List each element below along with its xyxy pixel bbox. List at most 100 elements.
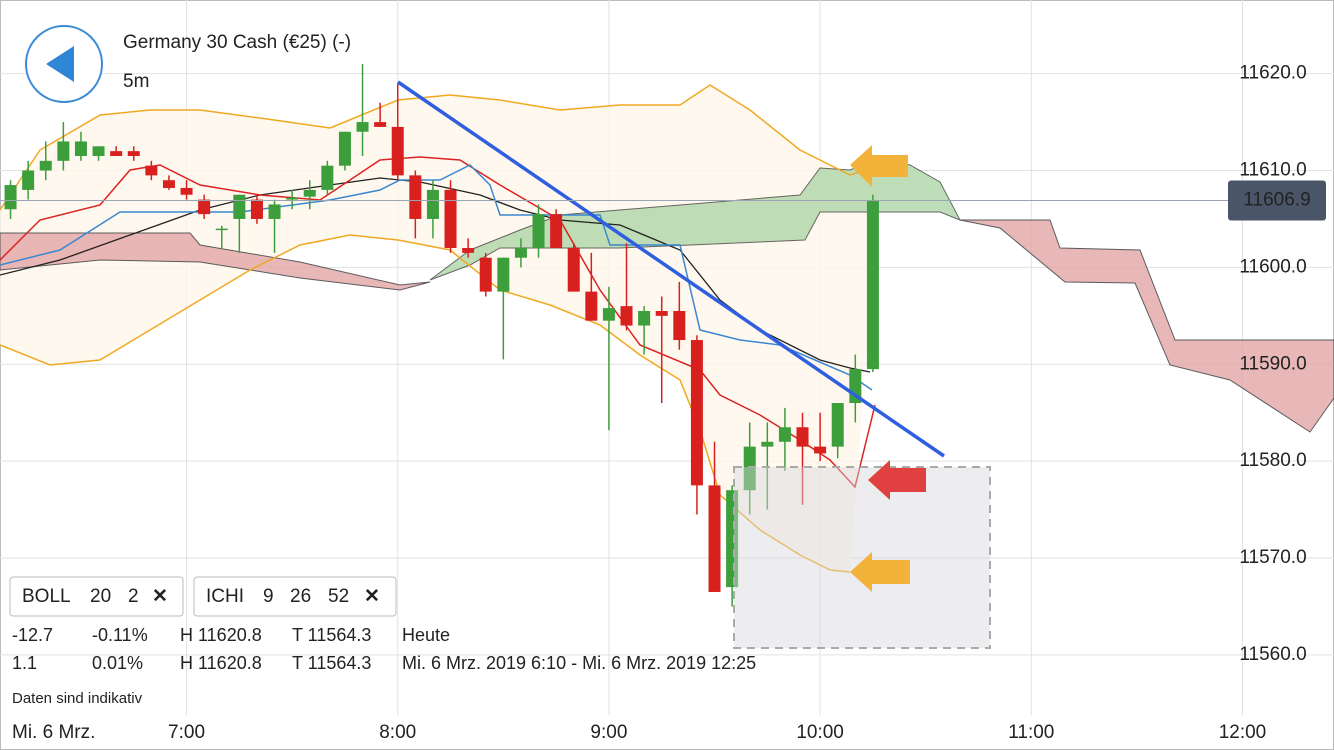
stat-pct: 0.01% [92,653,143,673]
chip-name: BOLL [22,586,71,607]
indicator-chip[interactable] [193,576,397,617]
back-icon [46,46,74,82]
candle-body [57,141,70,161]
candle-body [338,131,351,166]
candle-body [22,170,35,190]
stat-high: H 11620.8 [180,625,262,645]
candle-body [514,248,527,258]
x-tick-label: 7:00 [168,722,205,743]
timeframe: 5m [123,71,149,92]
candle-body [638,310,651,326]
chip-param: 9 [263,586,274,607]
date-label: Mi. 6 Mrz. [12,722,95,743]
candle-body [602,308,615,321]
candle-body [479,257,492,292]
candle-body [620,306,633,326]
candle-body [391,126,404,176]
x-tick-label: 8:00 [379,722,416,743]
candle-body [690,340,703,486]
chip-name: ICHI [206,586,244,607]
candle-body [4,185,17,210]
x-tick-label: 12:00 [1219,722,1267,743]
last-price-box [1228,180,1326,221]
stat-high: H 11620.8 [180,653,262,673]
price-axis: 11560.0 11570.0 11580.0 11590.0 11600.0 11610… [0,63,1326,743]
cloud-red-right [959,219,1334,433]
candle-body [250,199,263,219]
candle-body [356,122,369,132]
candle-body [497,257,510,292]
candle-body [268,204,281,219]
chip-close[interactable]: ✕ [364,586,380,607]
candle-body [374,122,387,127]
candle-body [831,403,844,447]
candle-body [743,446,756,491]
arrow [850,552,910,592]
chip-param: 20 [90,586,111,607]
candle-body [215,228,228,231]
footer-note: Daten sind indikativ [12,690,143,707]
candle-body [655,310,668,316]
candles [4,63,879,607]
candle-body [127,151,140,156]
stat-pct: -0.11% [92,625,148,645]
y-tick-label: 11610.0 [1239,160,1306,181]
chip-param: 26 [290,586,311,607]
candle-body [532,214,545,249]
date-bg [1,716,117,749]
x-tick-label: 9:00 [590,722,627,743]
indicator-chip[interactable] [9,576,184,617]
arrow [850,145,908,187]
candle-body [286,197,299,200]
candle-body [426,189,439,219]
last-price-label: 11606.9 [1243,190,1310,211]
zone-box [733,466,991,649]
candle-body [409,175,422,219]
candle-body [444,189,457,249]
candle-body [303,189,316,197]
stat-period: Heute [402,625,450,645]
stat-change: 1.1 [12,653,37,673]
chip-param: 2 [128,586,139,607]
candle-body [198,199,211,215]
candle-body [462,248,475,253]
candle-body [74,141,87,156]
candle-body [814,446,827,454]
instrument-title: Germany 30 Cash (€25) (-) [123,32,351,53]
candle-body [39,160,52,171]
candle-body [233,194,246,219]
candle-body [321,165,334,190]
y-tick-label: 11580.0 [1239,450,1306,471]
candle-body [761,441,774,447]
candle-body [708,485,721,592]
stat-period: Mi. 6 Mrz. 2019 6:10 - Mi. 6 Mrz. 2019 1… [402,653,756,673]
candle-body [673,310,686,341]
candle-body [796,427,809,447]
candle-body [778,427,791,442]
stat-low: T 11564.3 [292,625,371,645]
y-tick-label: 11620.0 [1239,63,1306,84]
x-tick-label: 11:00 [1008,722,1054,743]
candle-body [162,180,175,188]
y-tick-label: 11590.0 [1239,353,1306,374]
candle-body [567,248,580,292]
candle-body [145,165,158,176]
chip-param: 52 [328,586,349,607]
y-tick-label: 11600.0 [1239,256,1306,277]
cloud-red-left [0,232,431,291]
bollinger-upper [0,84,881,211]
candle-body [550,214,563,249]
y-tick-label: 11570.0 [1239,547,1306,568]
candle-body [110,151,123,156]
stat-low: T 11564.3 [292,653,371,673]
y-tick-label: 11560.0 [1239,644,1306,665]
trendline [397,80,945,458]
arrow [868,460,926,500]
candle-body [585,291,598,321]
x-tick-label: 10:00 [796,722,844,743]
candle-body [92,146,105,156]
stat-change: -12.7 [12,625,53,645]
candle-body [866,200,879,370]
chip-close[interactable]: ✕ [152,586,168,607]
